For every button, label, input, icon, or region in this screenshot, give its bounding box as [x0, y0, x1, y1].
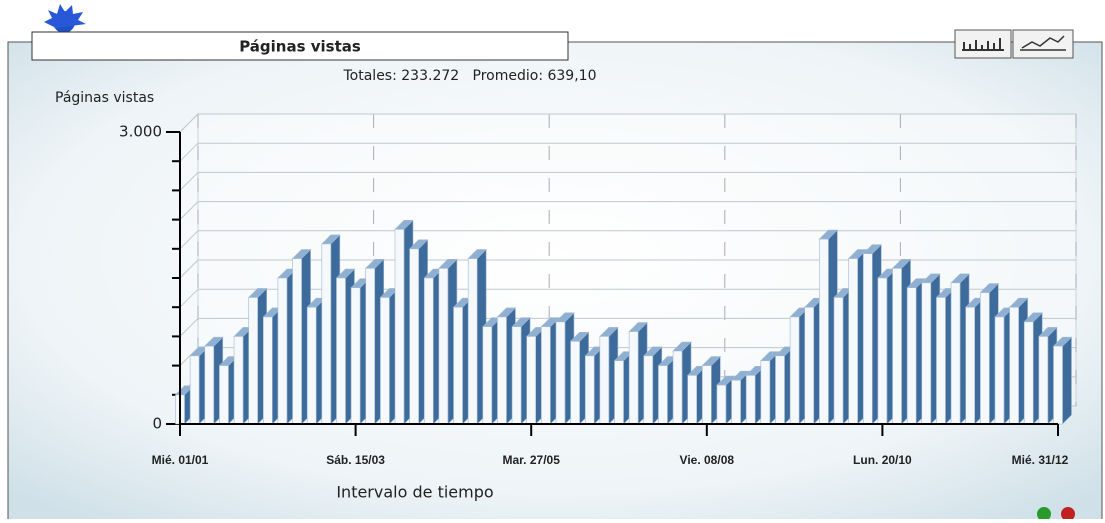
line-chart-button[interactable] [1012, 29, 1074, 59]
y-axis-label: Páginas vistas [55, 90, 154, 106]
bar [672, 341, 692, 425]
bar [467, 248, 487, 425]
logo [44, 4, 86, 33]
grid-line [179, 317, 1076, 337]
status-red [1061, 507, 1075, 521]
title-box [31, 31, 569, 61]
x-tick-label: Sáb. 15/03 [326, 453, 385, 467]
bar [818, 229, 839, 425]
status-green [1037, 507, 1051, 521]
chart-title: Páginas vistas [239, 38, 361, 56]
grid-line [179, 142, 1076, 162]
grid-line [179, 201, 1076, 220]
x-tick-label: Vie. 08/08 [680, 453, 735, 467]
bar [1052, 336, 1073, 425]
grid-line [179, 113, 1076, 133]
grid-line [179, 288, 1076, 308]
bar-chart-button[interactable] [954, 29, 1012, 59]
grid-line [179, 230, 1076, 250]
x-axis-label: Intervalo de tiempo [336, 483, 493, 502]
y-tick-label: 0 [152, 415, 162, 433]
bar [291, 248, 312, 425]
x-tick-label: Mar. 27/05 [503, 453, 561, 467]
x-tick-label: Mié. 01/01 [152, 453, 209, 467]
x-tick-label: Lun. 20/10 [853, 453, 912, 467]
chart-subtitle: Totales: 233.272 Promedio: 639,10 [343, 68, 597, 84]
grid-line [179, 171, 1076, 191]
y-tick-label: 3.000 [119, 123, 162, 141]
x-tick-label: Mié. 31/12 [1012, 453, 1069, 467]
grid-line [179, 259, 1076, 279]
